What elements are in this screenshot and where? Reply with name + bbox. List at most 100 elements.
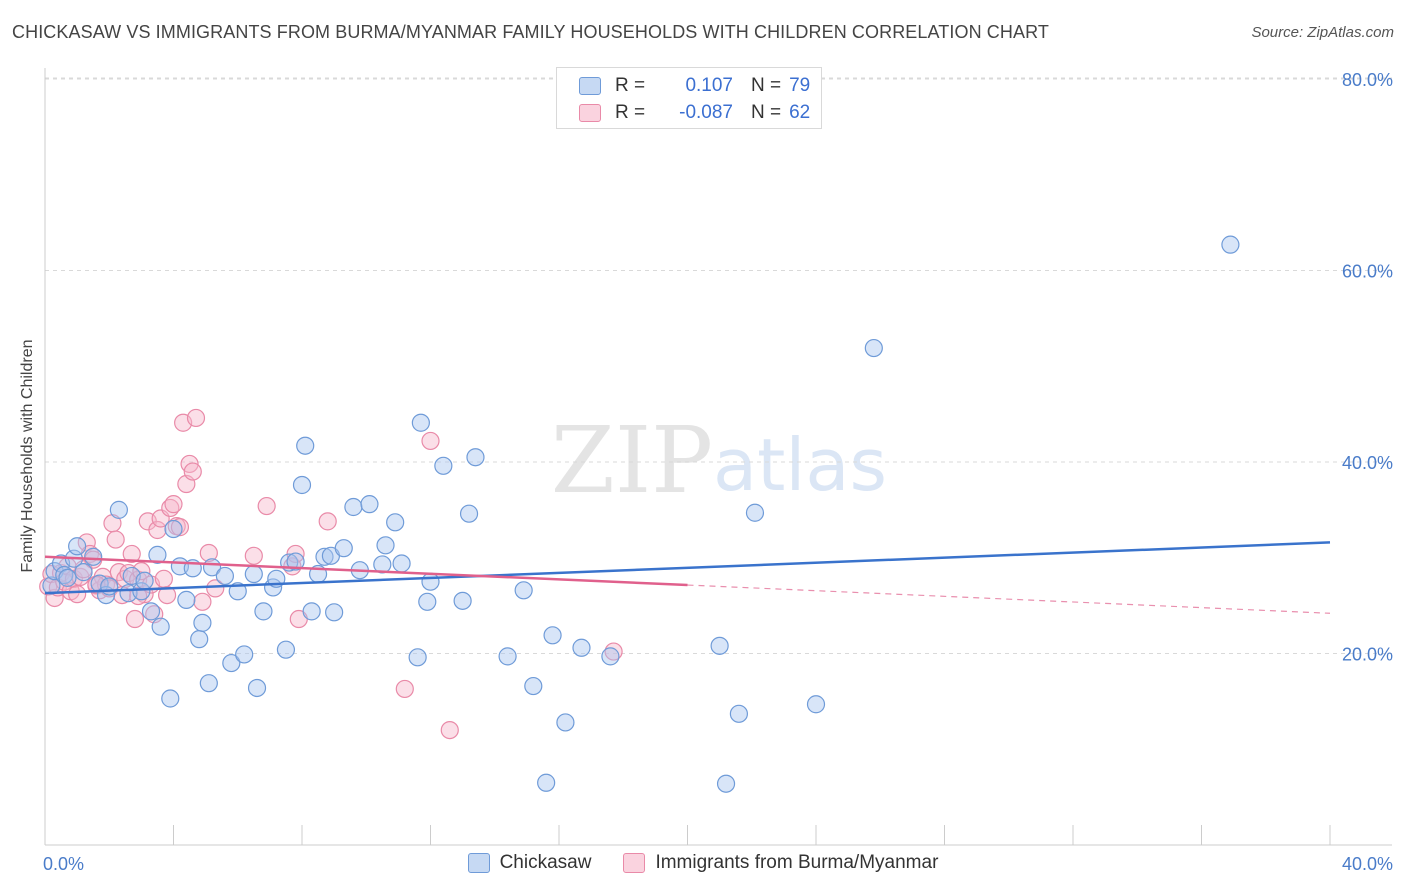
chickasaw-point — [254, 602, 273, 621]
legend-row-chickasaw: R = 0.107 N = 79 — [579, 74, 810, 98]
chickasaw-point — [84, 547, 103, 566]
chickasaw-point — [386, 513, 405, 532]
chickasaw-point — [572, 638, 591, 657]
legend-n-label: N = — [751, 75, 782, 96]
burma-point — [157, 585, 177, 605]
burma-point — [170, 518, 190, 537]
burma-point — [68, 585, 87, 604]
burma-point — [186, 408, 206, 428]
chickasaw-point — [296, 436, 315, 455]
chickasaw-point — [453, 591, 472, 610]
chickasaw-point — [292, 475, 312, 495]
legend-label-chickasaw: Chickasaw — [499, 852, 592, 873]
axis-layer — [44, 68, 1392, 846]
chickasaw-point — [244, 564, 263, 584]
chickasaw-point — [1221, 235, 1240, 254]
legend-item-burma: Immigrants from Burma/Myanmar — [623, 852, 938, 874]
chickasaw-point — [148, 545, 167, 564]
chickasaw-point — [235, 645, 254, 664]
burma-point — [148, 520, 167, 540]
chickasaw-point — [151, 617, 170, 636]
burma-trend-line-extension — [687, 584, 1331, 614]
burma-point — [440, 720, 459, 740]
chickasaw-point — [514, 581, 533, 600]
chickasaw-point — [109, 500, 128, 519]
tick-labels: 20.0% 40.0% 60.0% 80.0% 0.0% 40.0% — [43, 70, 1393, 874]
burma-point — [125, 609, 145, 629]
legend-swatch-pink — [623, 853, 646, 873]
chickasaw-point — [302, 602, 321, 621]
chickasaw-point — [315, 547, 334, 566]
legend-swatch-pink — [579, 104, 601, 122]
burma-point — [244, 546, 263, 565]
chickasaw-point — [360, 495, 379, 514]
chickasaw-point — [601, 647, 620, 666]
chickasaw-point — [376, 536, 395, 555]
burma-point — [64, 569, 84, 588]
burma-point — [106, 530, 125, 549]
chickasaw-point — [222, 653, 241, 673]
chickasaw-point — [434, 456, 453, 475]
burma-point — [154, 569, 173, 588]
chickasaw-point — [729, 704, 749, 723]
chickasaw-point — [141, 602, 161, 621]
chickasaw-point — [408, 648, 427, 667]
chickasaw-point — [135, 571, 154, 590]
chickasaw-point — [543, 626, 562, 645]
legend-n-label: N = — [751, 102, 782, 123]
trend-lines — [44, 541, 1331, 614]
legend-swatch-blue — [579, 77, 601, 95]
chickasaw-point — [524, 676, 543, 696]
burma-point — [199, 543, 218, 563]
chickasaw-point — [215, 566, 234, 586]
y-tick-label: 20.0% — [1342, 645, 1393, 665]
chickasaw-point — [132, 582, 151, 601]
x-tick-label: 40.0% — [1342, 854, 1393, 874]
legend-r-label: R = — [615, 75, 646, 96]
correlation-legend: R = 0.107 N = 79 R = -0.087 N = 62 — [556, 67, 822, 129]
chickasaw-point — [193, 613, 212, 632]
chart-title: CHICKASAW VS IMMIGRANTS FROM BURMA/MYANM… — [12, 22, 1049, 42]
chickasaw-trend-line — [44, 541, 1331, 595]
chickasaw-point — [164, 519, 183, 539]
legend-swatch-blue — [467, 853, 490, 873]
chickasaw-point — [228, 582, 247, 601]
y-tick-label: 80.0% — [1342, 70, 1393, 90]
legend-row-burma: R = -0.087 N = 62 — [579, 101, 810, 125]
burma-point — [164, 495, 183, 514]
burma-point — [421, 431, 440, 451]
x-tick-label: 0.0% — [43, 854, 84, 874]
legend-n-value: 79 — [789, 75, 811, 96]
chickasaw-point — [716, 774, 736, 793]
burma-point — [193, 592, 212, 611]
chickasaw-point — [392, 554, 411, 573]
chickasaw-point — [864, 338, 883, 358]
legend-r-value: -0.087 — [679, 102, 733, 123]
burma-point — [318, 512, 337, 531]
chickasaw-point — [421, 572, 440, 591]
y-tick-label: 40.0% — [1342, 453, 1393, 473]
chickasaw-point — [537, 773, 556, 792]
chickasaw-point — [199, 674, 218, 693]
chickasaw-point — [745, 503, 765, 522]
chickasaw-point — [286, 552, 305, 571]
chickasaw-point — [556, 713, 575, 732]
chickasaw-point — [418, 592, 437, 611]
legend-item-chickasaw: Chickasaw — [467, 852, 592, 874]
chickasaw-point — [58, 568, 77, 587]
chickasaw-point — [247, 678, 267, 698]
chickasaw-points — [42, 235, 1240, 793]
chickasaw-point — [466, 448, 485, 467]
legend-n-value: 62 — [789, 102, 811, 123]
legend-label-burma: Immigrants from Burma/Myanmar — [655, 852, 939, 873]
burma-point — [183, 462, 202, 481]
y-tick-label: 60.0% — [1342, 262, 1393, 282]
burma-trend-line — [44, 555, 688, 587]
burma-point — [257, 496, 276, 516]
legend-r-value: 0.107 — [685, 75, 733, 96]
chickasaw-point — [411, 413, 430, 432]
chickasaw-point — [344, 497, 363, 517]
chickasaw-point — [74, 563, 93, 582]
chickasaw-point — [68, 537, 87, 556]
chickasaw-point — [325, 603, 344, 622]
